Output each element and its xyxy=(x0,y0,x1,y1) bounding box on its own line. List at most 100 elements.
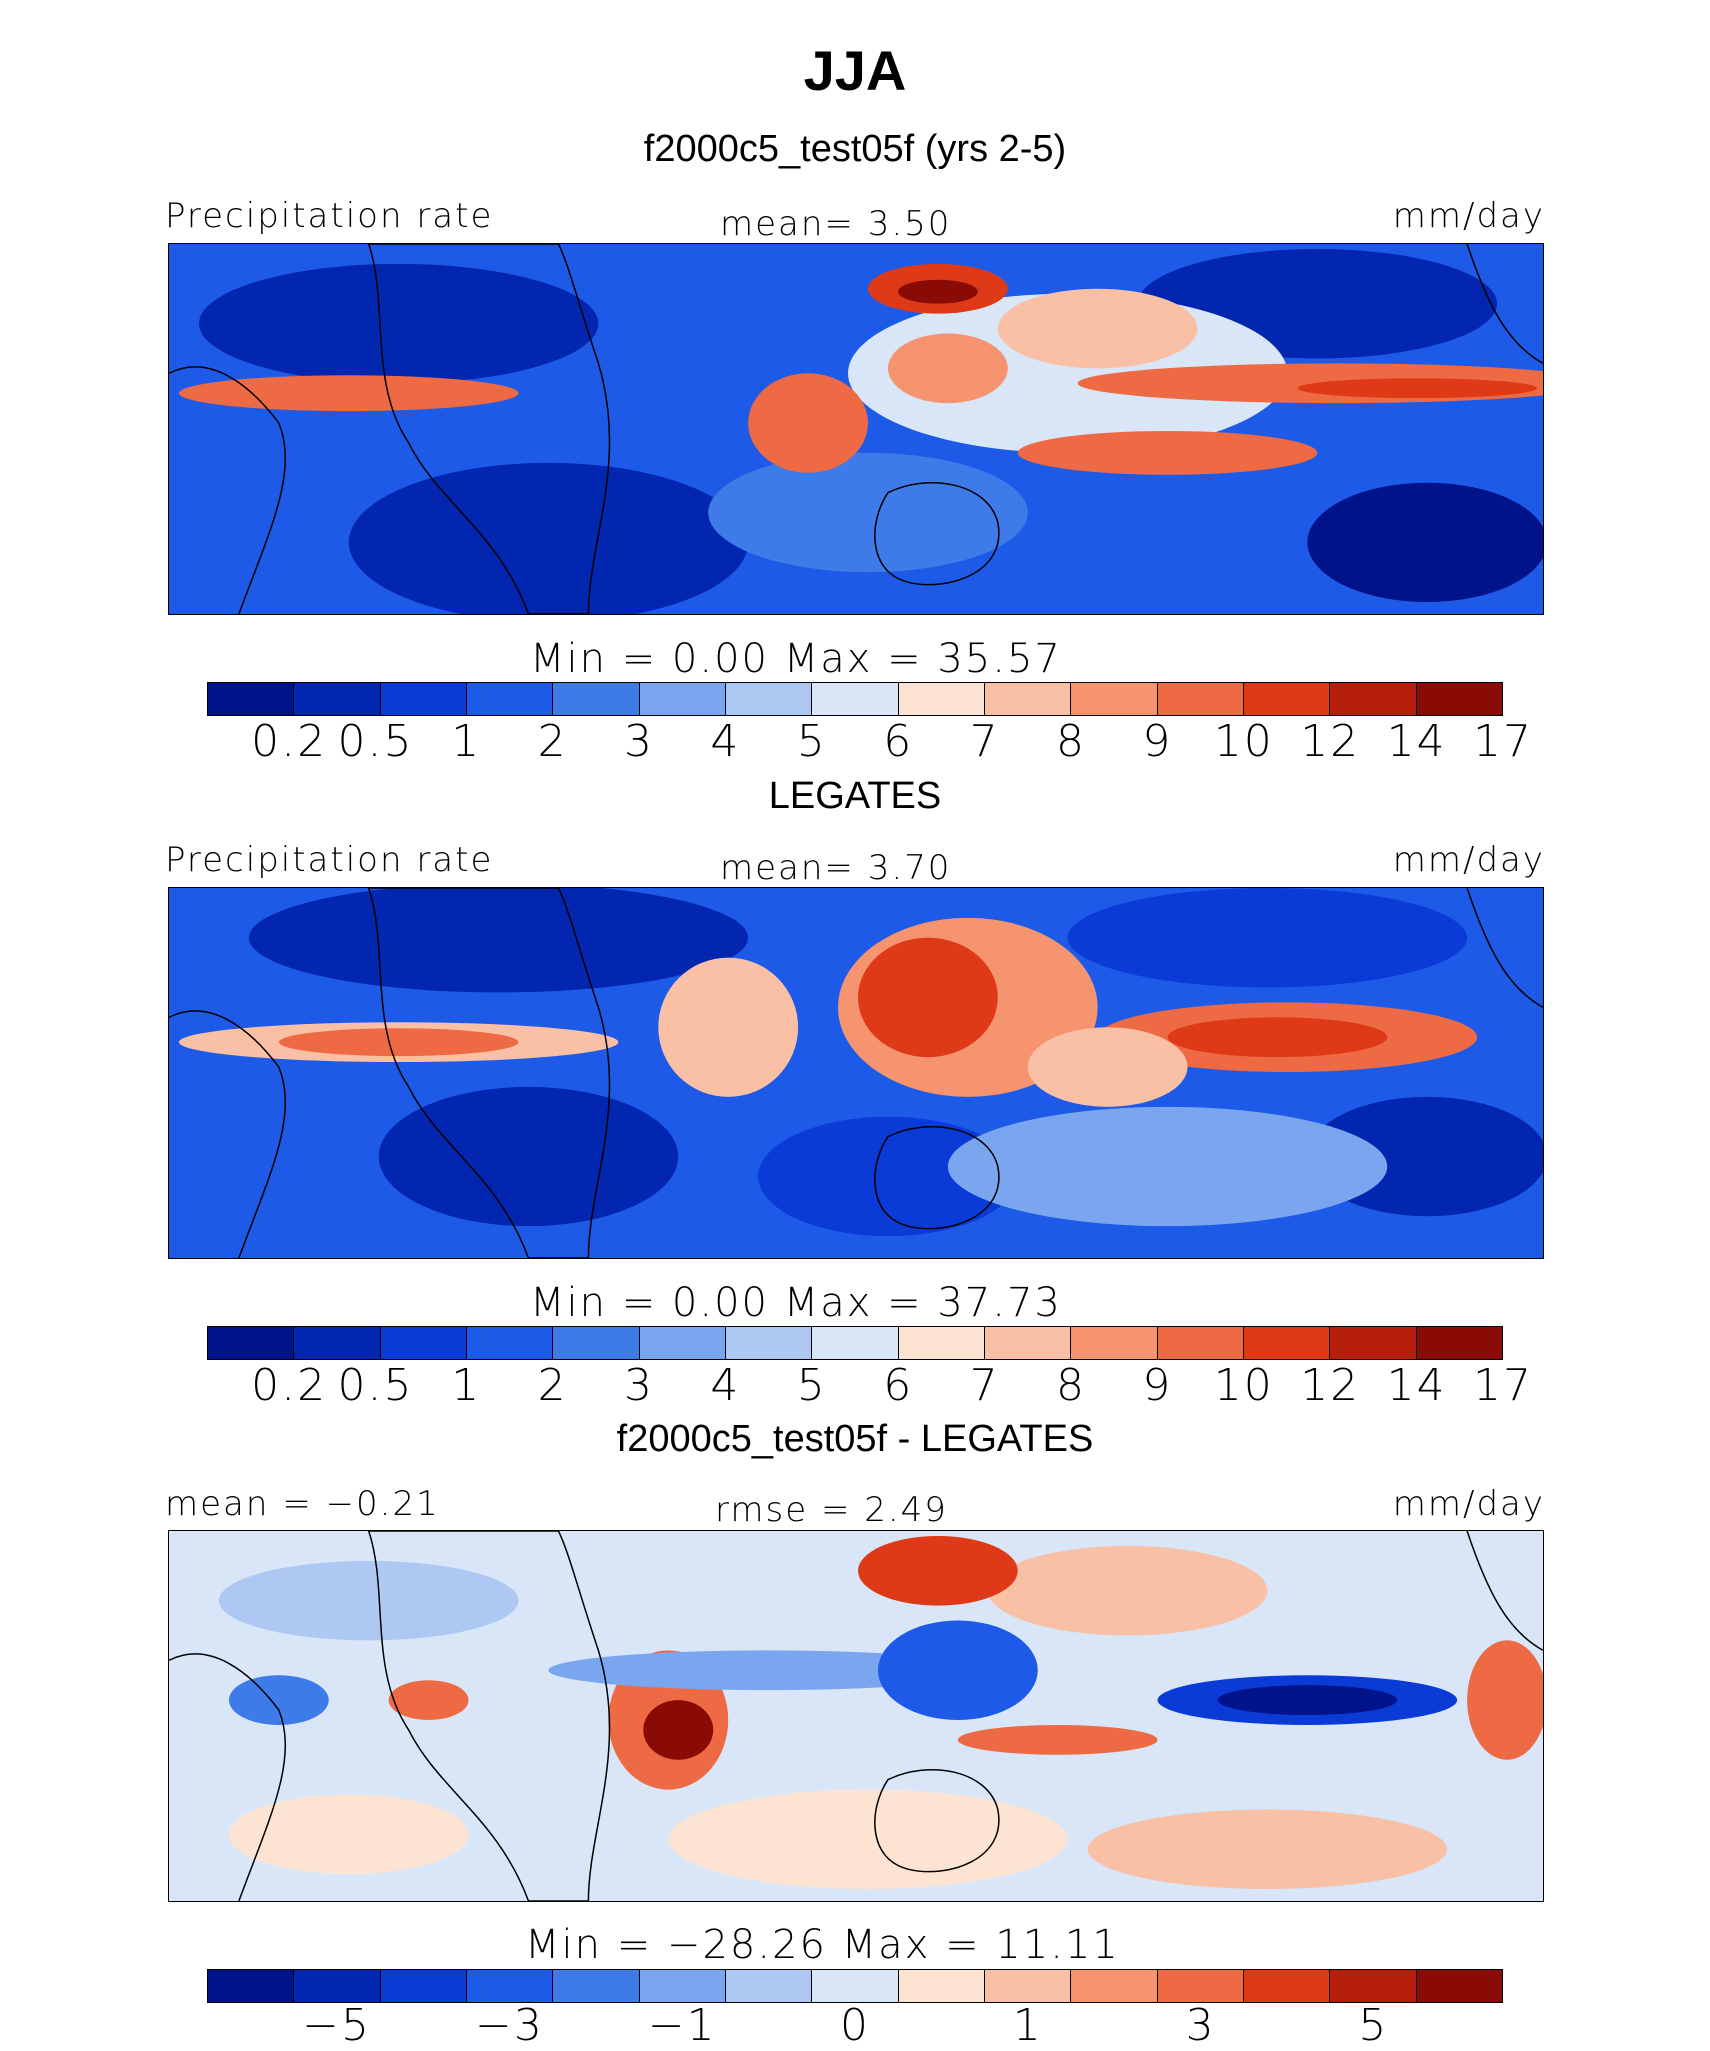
panel3-rmse-label: rmse = 2.49 xyxy=(715,1490,948,1530)
colorbar-cell xyxy=(984,1970,1072,2002)
colorbar-tick-label: 14 xyxy=(1386,1360,1447,1411)
colorbar-cell xyxy=(553,683,640,715)
panel3-colorbar-ticks: −5 −3 −1 0 1 3 5 xyxy=(207,2000,1503,2051)
colorbar-cell xyxy=(1243,1970,1331,2002)
panel2-units-label: mm/day xyxy=(1392,840,1545,880)
colorbar-cell xyxy=(466,1327,554,1359)
colorbar-cell xyxy=(294,1327,381,1359)
colorbar-tick-label: 4 xyxy=(710,1360,741,1411)
panel2-mean-label: mean= 3.70 xyxy=(720,848,952,888)
colorbar-tick-label: 5 xyxy=(796,1360,827,1411)
colorbar-cell xyxy=(380,1970,467,2002)
colorbar-cell xyxy=(208,1970,295,2002)
colorbar-cell xyxy=(1157,683,1244,715)
colorbar-cell xyxy=(898,1970,985,2002)
figure-title: JJA xyxy=(803,39,907,102)
panel3-map-svg xyxy=(169,1531,1543,1901)
panel1-minmax: Min = 0.00 Max = 35.57 xyxy=(530,636,1062,682)
colorbar-cell xyxy=(812,1327,899,1359)
colorbar-tick-label: 14 xyxy=(1386,716,1447,767)
colorbar-tick-label: 8 xyxy=(1056,1360,1086,1411)
colorbar-tick-label: −5 xyxy=(302,2000,372,2051)
colorbar-tick-label: 7 xyxy=(969,1360,1000,1411)
colorbar-tick-label: 2 xyxy=(537,1360,568,1411)
colorbar-tick-label: 5 xyxy=(796,716,827,767)
colorbar-cell xyxy=(1330,1970,1417,2002)
panel2-map xyxy=(168,887,1544,1259)
panel1-mean-label: mean= 3.50 xyxy=(720,204,952,244)
panel1-subtitle: f2000c5_test05f (yrs 2-5) xyxy=(643,128,1067,170)
colorbar-cell xyxy=(208,1327,295,1359)
colorbar-tick-label: 3 xyxy=(1185,2000,1216,2051)
colorbar-tick-label: 0.2 xyxy=(251,1360,328,1411)
colorbar-tick-label: 8 xyxy=(1056,716,1086,767)
colorbar-tick-label: 17 xyxy=(1473,1360,1533,1411)
colorbar-cell xyxy=(1071,1327,1158,1359)
colorbar-tick-label: 5 xyxy=(1358,2000,1389,2051)
panel3-mean-label: mean = −0.21 xyxy=(165,1484,440,1524)
colorbar-cell xyxy=(1071,1970,1158,2002)
colorbar-cell xyxy=(1330,1327,1417,1359)
panel3-colorbar xyxy=(207,1969,1503,2003)
colorbar-tick-label: 10 xyxy=(1213,1360,1274,1411)
colorbar-cell xyxy=(812,1970,899,2002)
colorbar-cell xyxy=(1416,683,1502,715)
colorbar-cell xyxy=(466,1970,554,2002)
colorbar-tick-label: 17 xyxy=(1473,716,1533,767)
panel2-map-svg xyxy=(169,888,1543,1258)
colorbar-cell xyxy=(1330,683,1417,715)
colorbar-cell xyxy=(639,683,726,715)
colorbar-tick-label: 0 xyxy=(840,2000,870,2051)
colorbar-tick-label: −1 xyxy=(647,2000,717,2051)
panel3-units-label: mm/day xyxy=(1392,1484,1545,1524)
colorbar-tick-label: 4 xyxy=(710,716,741,767)
colorbar-cell xyxy=(812,683,899,715)
colorbar-cell xyxy=(380,1327,467,1359)
panel2-colorbar xyxy=(207,1326,1503,1360)
colorbar-cell xyxy=(1071,683,1158,715)
colorbar-cell xyxy=(984,683,1072,715)
colorbar-tick-label: 1 xyxy=(451,1360,482,1411)
colorbar-cell xyxy=(725,1970,813,2002)
colorbar-cell xyxy=(898,1327,985,1359)
panel2-left-label: Precipitation rate xyxy=(165,840,494,880)
colorbar-cell xyxy=(725,1327,813,1359)
panel2-subtitle: LEGATES xyxy=(768,775,942,817)
colorbar-tick-label: 6 xyxy=(883,716,914,767)
colorbar-cell xyxy=(1416,1327,1502,1359)
colorbar-tick-label: 0.5 xyxy=(337,716,414,767)
panel1-map-svg xyxy=(169,244,1543,614)
panel2-minmax: Min = 0.00 Max = 37.73 xyxy=(530,1280,1062,1326)
panel1-map xyxy=(168,243,1544,615)
colorbar-cell xyxy=(1243,683,1331,715)
colorbar-tick-label: 3 xyxy=(624,716,654,767)
panel3-subtitle: f2000c5_test05f - LEGATES xyxy=(616,1418,1094,1460)
colorbar-cell xyxy=(1157,1970,1244,2002)
colorbar-tick-label: 12 xyxy=(1300,1360,1361,1411)
colorbar-tick-label: 1 xyxy=(1012,2000,1043,2051)
colorbar-tick-label: 2 xyxy=(537,716,568,767)
colorbar-tick-label: 3 xyxy=(624,1360,654,1411)
panel3-map xyxy=(168,1530,1544,1902)
colorbar-tick-label: 9 xyxy=(1142,716,1173,767)
colorbar-cell xyxy=(984,1327,1072,1359)
colorbar-cell xyxy=(553,1970,640,2002)
colorbar-cell xyxy=(466,683,554,715)
panel1-colorbar xyxy=(207,682,1503,716)
colorbar-cell xyxy=(639,1327,726,1359)
panel1-left-label: Precipitation rate xyxy=(165,196,494,236)
colorbar-tick-label: 0.2 xyxy=(251,716,328,767)
colorbar-tick-label: 10 xyxy=(1213,716,1274,767)
colorbar-tick-label: −3 xyxy=(474,2000,544,2051)
colorbar-cell xyxy=(294,1970,381,2002)
colorbar-cell xyxy=(725,683,813,715)
colorbar-cell xyxy=(208,683,295,715)
colorbar-tick-label: 12 xyxy=(1300,716,1361,767)
panel2-colorbar-ticks: 0.2 0.5 1 2 3 4 5 6 7 8 9 10 12 14 17 xyxy=(207,1360,1531,1411)
colorbar-tick-label: 7 xyxy=(969,716,1000,767)
colorbar-cell xyxy=(1157,1327,1244,1359)
colorbar-tick-label: 1 xyxy=(451,716,482,767)
colorbar-tick-label: 9 xyxy=(1142,1360,1173,1411)
colorbar-cell xyxy=(1416,1970,1502,2002)
colorbar-cell xyxy=(898,683,985,715)
